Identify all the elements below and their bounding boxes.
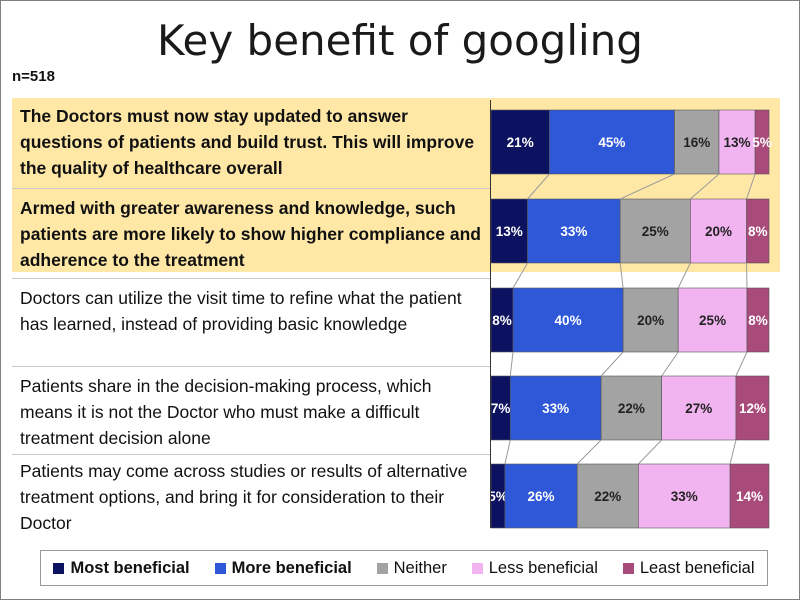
legend-swatch <box>471 562 483 574</box>
bar-segment <box>527 198 621 264</box>
data-label: 7% <box>491 401 511 416</box>
legend-label: Least beneficial <box>639 558 755 577</box>
legend-swatch <box>376 562 388 574</box>
data-label: 14% <box>736 489 763 504</box>
data-label: 20% <box>705 224 732 239</box>
row-separator <box>12 188 490 189</box>
bar-segment <box>677 287 748 353</box>
row-separator <box>12 278 490 279</box>
data-label: 21% <box>507 135 534 150</box>
data-label: 12% <box>739 401 766 416</box>
bar-segment <box>754 109 770 175</box>
legend-item-neither: Neither <box>376 558 447 578</box>
connector-line <box>576 439 602 465</box>
bar-segment <box>622 287 679 353</box>
bar-segment <box>674 109 720 175</box>
bar-segment <box>690 198 747 264</box>
bar-segment <box>509 375 602 441</box>
data-label: 33% <box>542 401 569 416</box>
category-label-5: Patients may come across studies or resu… <box>20 461 468 533</box>
data-label: 5% <box>488 489 508 504</box>
legend-label: Most beneficial <box>70 558 190 577</box>
legend-item-more-beneficial: More beneficial <box>214 558 352 578</box>
sample-size: n=518 <box>12 68 55 85</box>
data-label: 20% <box>637 313 664 328</box>
data-label: 33% <box>671 489 698 504</box>
page-title: Key benefit of googling <box>157 16 643 65</box>
connector-line <box>677 262 691 289</box>
legend-label: Less beneficial <box>488 558 598 577</box>
category-label-2: Armed with greater awareness and knowled… <box>20 198 481 270</box>
connector-line <box>746 173 756 200</box>
category-label-4: Patients share in the decision-making pr… <box>20 376 432 448</box>
data-label: 5% <box>752 135 772 150</box>
bar-segment <box>735 375 770 441</box>
bar-segment <box>718 109 756 175</box>
bar-segment <box>638 463 731 529</box>
connector-line <box>637 439 663 465</box>
data-label: 25% <box>699 313 726 328</box>
data-label: 25% <box>642 224 669 239</box>
data-label: 8% <box>748 313 768 328</box>
bar-segment <box>600 375 662 441</box>
connector-line <box>509 351 514 377</box>
bar-segment <box>490 109 550 175</box>
connector-line <box>527 173 550 200</box>
legend-item-less-beneficial: Less beneficial <box>471 558 598 578</box>
bar-segment <box>549 109 675 175</box>
data-label: 45% <box>598 135 625 150</box>
connector-line <box>619 173 675 200</box>
data-label: 33% <box>560 224 587 239</box>
connector-line <box>504 439 511 465</box>
bar-segment <box>746 198 770 264</box>
data-label: 22% <box>618 401 645 416</box>
legend-item-most-beneficial: Most beneficial <box>53 558 190 578</box>
category-axis <box>490 100 491 528</box>
category-label-1: The Doctors must now stay updated to ans… <box>20 106 475 178</box>
bar-segment <box>490 198 528 264</box>
connector-line <box>600 351 624 377</box>
data-label: 27% <box>685 401 712 416</box>
category-label-3: Doctors can utilize the visit time to re… <box>20 288 462 334</box>
data-label: 13% <box>724 135 751 150</box>
data-label: 13% <box>496 224 523 239</box>
connector-line <box>735 351 748 377</box>
bar-segment <box>619 198 691 264</box>
connector-line <box>661 351 679 377</box>
row-separator <box>12 366 490 367</box>
legend-swatch <box>53 562 65 574</box>
connector-line <box>512 262 528 289</box>
connector-line <box>729 439 737 465</box>
data-label: 26% <box>528 489 555 504</box>
data-label: 16% <box>683 135 710 150</box>
legend-label: Neither <box>393 558 447 577</box>
bar-segment <box>729 463 770 529</box>
data-label: 8% <box>748 224 768 239</box>
bar-segment <box>512 287 624 353</box>
legend: Most beneficial More beneficial Neither … <box>40 550 768 586</box>
bar-segment <box>504 463 578 529</box>
connector-line <box>619 262 624 289</box>
connector-line <box>690 173 720 200</box>
row-separator <box>12 454 490 455</box>
legend-label: More beneficial <box>231 558 352 577</box>
data-label: 22% <box>594 489 621 504</box>
legend-swatch <box>214 562 226 574</box>
legend-swatch <box>622 562 634 574</box>
bar-segment <box>576 463 639 529</box>
legend-item-least-beneficial: Least beneficial <box>622 558 755 578</box>
data-label: 8% <box>492 313 512 328</box>
bar-segment <box>661 375 737 441</box>
data-label: 40% <box>555 313 582 328</box>
bar-segment <box>746 287 770 353</box>
